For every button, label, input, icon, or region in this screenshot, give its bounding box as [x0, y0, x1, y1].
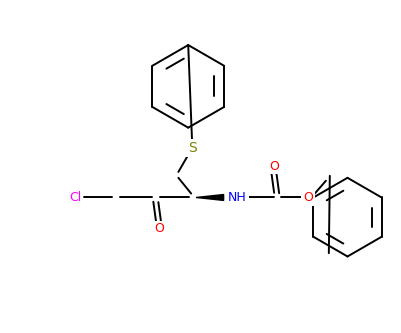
Text: Cl: Cl — [69, 191, 81, 204]
Polygon shape — [196, 194, 223, 200]
Text: O: O — [154, 222, 163, 235]
Text: S: S — [187, 141, 196, 155]
Text: O: O — [268, 160, 278, 172]
Text: O: O — [302, 191, 312, 204]
Text: NH: NH — [227, 191, 246, 204]
